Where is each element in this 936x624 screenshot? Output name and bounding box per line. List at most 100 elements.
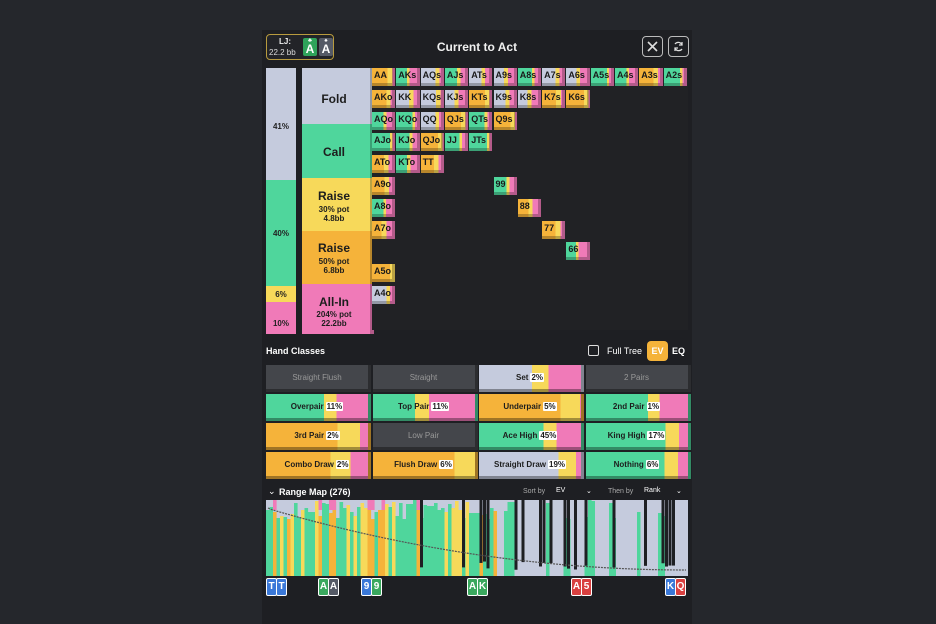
hand-class-ace-high[interactable]: Ace High 45% [479, 423, 584, 450]
hand-class-flush-draw[interactable]: Flush Draw 6% [372, 452, 478, 479]
hand-cell[interactable]: K8s [517, 89, 542, 108]
sort-by-label: Sort by [523, 488, 546, 495]
hand-cell[interactable]: A8s [517, 68, 542, 86]
hand-cell[interactable]: K9s [493, 89, 517, 108]
hand-class-king-high[interactable]: King High 17% [585, 423, 691, 450]
hand-class-pct: 11% [325, 401, 344, 411]
hand-cell[interactable]: AJs [444, 68, 469, 86]
hand-class-pct: 1% [646, 401, 661, 411]
hand-cell[interactable]: A2s [663, 68, 687, 86]
hand-label: JTs [471, 135, 487, 146]
hand-cell[interactable]: JTs [469, 133, 493, 152]
hand-class-top-pair[interactable]: Top Pair 11% [372, 394, 478, 421]
action-raise-small-button[interactable]: Raise 30% pot 4.8bb [302, 178, 374, 231]
range-marker-card[interactable]: 9 [371, 578, 382, 596]
action-allin-button[interactable]: All-In 204% pot 22.2bb [302, 284, 374, 334]
hand-cell[interactable]: A5o [372, 264, 396, 283]
hand-cell[interactable]: QJo [420, 133, 444, 152]
hand-label: A5s [592, 70, 610, 80]
range-marker-card[interactable]: 5 [581, 578, 592, 596]
refresh-button[interactable] [668, 36, 689, 57]
hand-cell[interactable]: A9o [372, 177, 396, 195]
hand-cell[interactable]: A7o [372, 220, 396, 239]
hand-cell[interactable]: AA [372, 68, 396, 86]
range-marker-card[interactable]: K [477, 578, 488, 596]
hand-label: AJs [446, 70, 464, 80]
action-raise-big-button[interactable]: Raise 50% pot 6.8bb [302, 231, 374, 284]
eq-toggle[interactable]: EQ [672, 346, 686, 356]
range-marker-card[interactable]: T [276, 578, 287, 596]
hand-class-name: Set [515, 372, 529, 382]
action-label: Call [322, 145, 345, 159]
hand-cell[interactable]: A4s [615, 68, 639, 86]
hand-cell[interactable]: AKo [372, 89, 396, 108]
hand-cell[interactable]: A7s [542, 68, 566, 86]
then-by-select[interactable]: Rank ⌄ [644, 487, 682, 495]
hand-cell[interactable]: 88 [517, 198, 542, 217]
hand-cell[interactable]: AQo [372, 111, 396, 130]
hand-class-2nd-pair[interactable]: 2nd Pair 1% [585, 394, 691, 421]
sort-by-select[interactable]: EV ⌄ [556, 487, 592, 495]
hand-cell[interactable]: KQo [396, 111, 420, 130]
hand-cell[interactable]: QQ [420, 111, 444, 130]
range-marker-card[interactable]: A [328, 578, 339, 596]
hand-cell[interactable]: A4o [372, 286, 396, 304]
ev-toggle[interactable]: EV [647, 341, 668, 361]
hand-cell[interactable]: AJo [372, 133, 396, 152]
action-call-button[interactable]: Call [302, 124, 374, 178]
strategy-bar-allin: 10% [266, 302, 296, 334]
hand-cell[interactable]: QTs [469, 111, 493, 130]
range-map-header: ⌄ Range Map (276) Sort by EV ⌄ Then by Ra… [266, 486, 688, 498]
hand-cell[interactable]: ATo [372, 155, 396, 174]
hand-cell[interactable]: ATs [469, 68, 493, 86]
hand-cell[interactable]: A5s [590, 68, 614, 86]
allin-frequency: 10% [272, 319, 289, 328]
hand-cell[interactable]: 77 [542, 220, 566, 239]
position-label: LJ: [279, 37, 291, 46]
hand-cell[interactable]: K7s [542, 89, 566, 108]
hand-cell[interactable]: 99 [493, 177, 517, 195]
hand-cell[interactable]: TT [420, 155, 444, 174]
close-button[interactable] [642, 36, 663, 57]
hand-cell[interactable]: KTs [469, 89, 493, 108]
hand-cell[interactable]: A9s [493, 68, 517, 86]
hand-cell[interactable]: KTo [396, 155, 420, 174]
range-marker-card[interactable]: Q [675, 578, 686, 596]
action-label: Raise [317, 241, 351, 255]
hand-label: A4o [374, 288, 392, 298]
strategy-bar-call: 40% [266, 180, 296, 286]
hand-cell[interactable]: 66 [566, 242, 590, 261]
hand-cell[interactable]: JJ [444, 133, 469, 152]
full-tree-checkbox[interactable] [588, 345, 599, 356]
chevron-down-icon[interactable]: ⌄ [268, 486, 276, 496]
hand-cell[interactable]: K6s [566, 89, 590, 108]
hand-label: K7s [544, 91, 561, 102]
hand-class-combo-draw[interactable]: Combo Draw 2% [266, 452, 371, 479]
hand-cell[interactable]: A6s [566, 68, 590, 86]
hand-cell[interactable]: A3s [639, 68, 663, 86]
hand-cell[interactable]: AQs [420, 68, 444, 86]
hand-cell[interactable]: KJs [444, 89, 469, 108]
hand-cell[interactable]: AKs [396, 68, 420, 86]
hand-class-name: Top Pair [398, 401, 430, 411]
hand-cell[interactable]: KQs [420, 89, 444, 108]
range-map-chart[interactable] [266, 500, 688, 576]
hand-cell[interactable]: A8o [372, 198, 396, 217]
action-fold-button[interactable]: Fold [302, 68, 374, 124]
hand-class-nothing[interactable]: Nothing 6% [585, 452, 691, 479]
hand-cell[interactable]: Q9s [493, 111, 517, 130]
hand-label: A3s [641, 70, 658, 80]
hand-class-underpair[interactable]: Underpair 5% [479, 394, 584, 421]
hand-label: AA [374, 70, 387, 80]
hand-cell[interactable]: KJo [396, 133, 420, 152]
hand-cell[interactable]: KK [396, 89, 420, 108]
hand-label: KTo [398, 157, 416, 168]
hand-class-overpair[interactable]: Overpair 11% [266, 394, 371, 421]
hand-class-pct: 5% [543, 401, 557, 411]
position-chip[interactable]: LJ: 22.2 bb ♣ A ♠ A [266, 34, 334, 60]
hand-class-3rd-pair[interactable]: 3rd Pair 2% [266, 423, 371, 450]
hand-class-set[interactable]: Set 2% [479, 365, 584, 392]
hand-cell[interactable]: QJs [444, 111, 469, 130]
hand-class-straight-draw[interactable]: Straight Draw 19% [479, 452, 584, 479]
hand-label: 99 [495, 179, 506, 189]
